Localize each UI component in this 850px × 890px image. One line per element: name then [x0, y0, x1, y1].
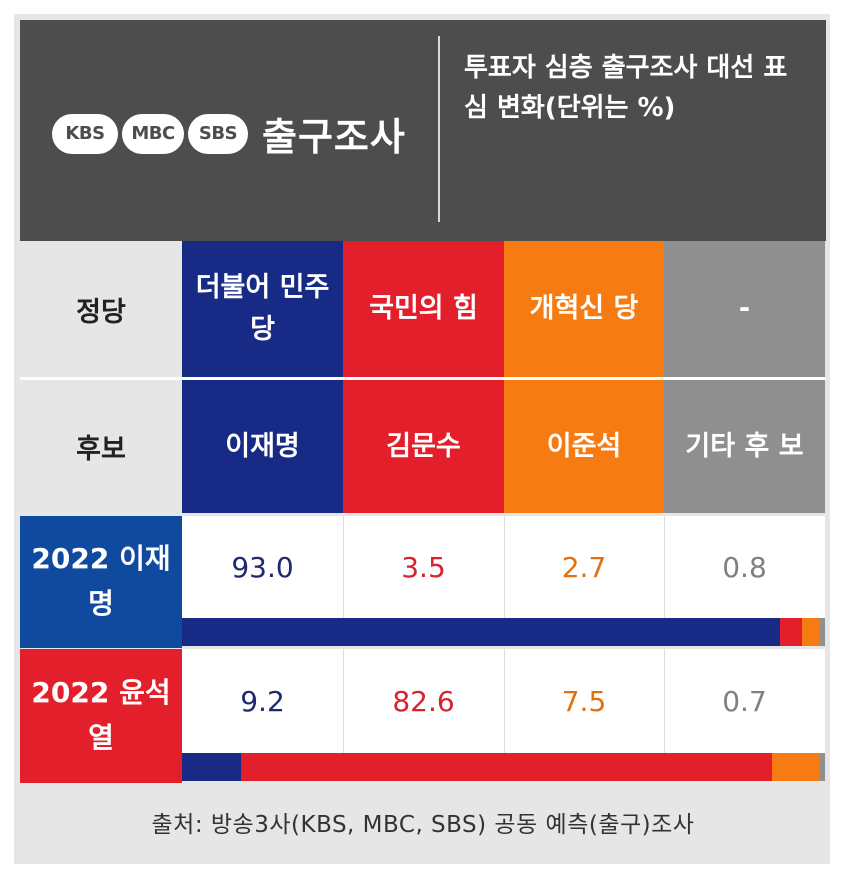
bar-segment [819, 618, 825, 646]
party-header-ppp: 국민의 힘 [343, 241, 504, 377]
value-cell: 93.0 [182, 516, 343, 618]
party-header-reform: 개혁신 당 [504, 241, 664, 377]
bar-segment [182, 753, 242, 781]
party-header-democratic: 더불어 민주당 [182, 241, 343, 377]
value-cell: 9.2 [182, 649, 343, 753]
grid-line [664, 649, 665, 753]
header-subtitle: 투표자 심층 출구조사 대선 표심 변화(단위는 %) [464, 53, 788, 124]
bar-segment [182, 618, 780, 646]
stacked-bar-2022-lee [182, 618, 825, 646]
bar-segment [779, 618, 803, 646]
grid-line [664, 516, 665, 618]
grid-line [504, 516, 505, 618]
grid-line [343, 516, 344, 618]
value-cell: 0.7 [664, 649, 825, 753]
kbs-logo: KBS [52, 113, 118, 154]
row-separator [20, 377, 826, 380]
source-footer: 출처: 방송3사(KBS, MBC, SBS) 공동 예측(출구)조사 [151, 812, 695, 838]
bar-segment [772, 753, 821, 781]
series-label-2022-yoon: 2022 윤석열 [20, 649, 182, 783]
grid-line [504, 649, 505, 753]
value-cell: 7.5 [504, 649, 664, 753]
stacked-bar-2022-yoon [182, 753, 825, 781]
candidate-header-lee-junseok: 이준석 [504, 380, 664, 513]
candidate-header-kim-moonsoo: 김문수 [343, 380, 504, 513]
sbs-logo: SBS [188, 113, 248, 154]
candidate-header-other: 기타 후 보 [664, 380, 825, 513]
party-row-label: 정당 [20, 241, 182, 377]
mbc-logo: MBC [122, 113, 184, 154]
header-title: 출구조사 [262, 115, 406, 159]
candidate-row-label: 후보 [20, 380, 182, 513]
candidate-header-lee-jaemyung: 이재명 [182, 380, 343, 513]
value-cell: 82.6 [343, 649, 504, 753]
bar-segment [802, 618, 820, 646]
series-label-2022-lee: 2022 이재명 [20, 516, 182, 648]
value-cell: 2.7 [504, 516, 664, 618]
broadcaster-logos: KBS MBC SBS 출구조사 [52, 106, 406, 161]
header: KBS MBC SBS 출구조사 투표자 심층 출구조사 대선 표심 변화(단위… [20, 20, 826, 241]
row-separator [182, 646, 826, 649]
value-cell: 0.8 [664, 516, 825, 618]
party-header-other: - [664, 241, 825, 377]
bar-segment [820, 753, 825, 781]
grid-line [343, 649, 344, 753]
header-divider [438, 36, 440, 222]
bar-segment [241, 753, 773, 781]
value-cell: 3.5 [343, 516, 504, 618]
